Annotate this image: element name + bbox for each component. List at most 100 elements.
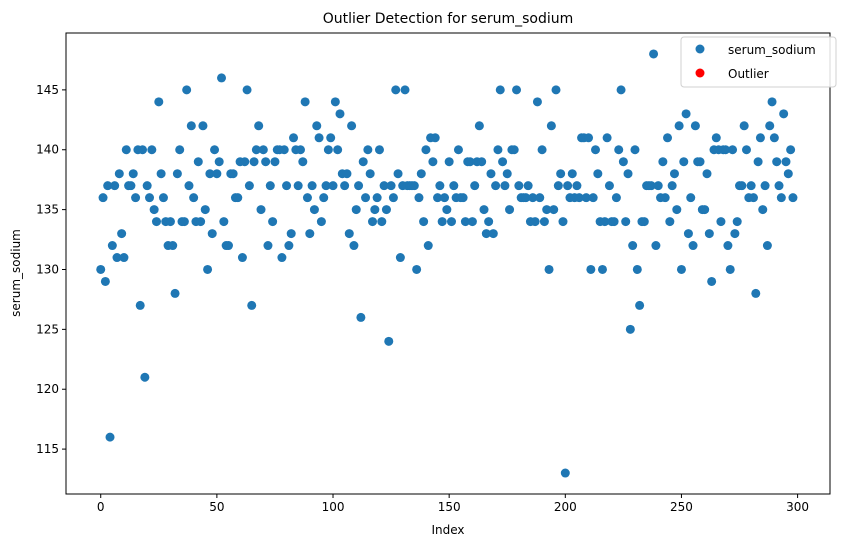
data-point-serum-sodium	[591, 145, 601, 155]
data-point-serum-sodium	[244, 181, 254, 191]
data-point-serum-sodium	[649, 49, 659, 59]
data-point-serum-sodium	[184, 181, 194, 191]
data-point-serum-sodium	[446, 217, 456, 227]
data-point-serum-sodium	[442, 205, 452, 215]
y-tick-label: 135	[36, 203, 59, 217]
data-point-serum-sodium	[200, 205, 210, 215]
data-point-serum-sodium	[604, 181, 614, 191]
data-point-serum-sodium	[314, 133, 324, 143]
data-point-serum-sodium	[254, 121, 264, 131]
x-tick-label: 200	[554, 500, 577, 514]
data-point-serum-sodium	[312, 121, 322, 131]
data-point-serum-sodium	[623, 169, 633, 179]
data-point-serum-sodium	[223, 241, 233, 251]
data-point-serum-sodium	[361, 193, 371, 203]
data-point-serum-sodium	[563, 181, 573, 191]
data-point-serum-sodium	[247, 300, 257, 310]
data-point-serum-sodium	[695, 157, 705, 167]
data-point-serum-sodium	[779, 109, 789, 119]
data-point-serum-sodium	[379, 181, 389, 191]
data-point-serum-sodium	[707, 276, 717, 286]
data-point-serum-sodium	[614, 145, 624, 155]
data-point-serum-sodium	[179, 217, 189, 227]
data-point-serum-sodium	[107, 241, 117, 251]
data-point-serum-sodium	[349, 241, 359, 251]
data-point-serum-sodium	[186, 121, 196, 131]
data-point-serum-sodium	[683, 229, 693, 239]
data-point-serum-sodium	[219, 217, 229, 227]
x-tick-label: 250	[670, 500, 693, 514]
data-point-serum-sodium	[728, 145, 738, 155]
data-point-serum-sodium	[621, 217, 631, 227]
data-point-serum-sodium	[509, 145, 519, 155]
data-point-serum-sodium	[651, 241, 661, 251]
data-point-serum-sodium	[663, 133, 673, 143]
data-point-serum-sodium	[667, 181, 677, 191]
data-point-serum-sodium	[409, 181, 419, 191]
data-point-serum-sodium	[295, 145, 305, 155]
data-point-serum-sodium	[119, 253, 129, 263]
data-point-serum-sodium	[635, 300, 645, 310]
data-point-serum-sodium	[788, 193, 798, 203]
data-point-serum-sodium	[105, 432, 115, 442]
data-point-serum-sodium	[330, 97, 340, 107]
data-point-serum-sodium	[347, 121, 357, 131]
data-point-serum-sodium	[126, 181, 136, 191]
data-point-serum-sodium	[500, 181, 510, 191]
data-point-serum-sodium	[256, 205, 266, 215]
data-point-serum-sodium	[282, 181, 292, 191]
data-point-serum-sodium	[767, 97, 777, 107]
data-point-serum-sodium	[265, 181, 275, 191]
data-point-serum-sodium	[384, 336, 394, 346]
data-point-serum-sodium	[386, 181, 396, 191]
y-tick-label: 115	[36, 442, 59, 456]
data-point-serum-sodium	[289, 133, 299, 143]
data-point-serum-sodium	[156, 169, 166, 179]
data-point-serum-sodium	[786, 145, 796, 155]
data-point-serum-sodium	[419, 217, 429, 227]
data-point-serum-sodium	[114, 169, 124, 179]
data-point-serum-sodium	[189, 193, 199, 203]
data-point-serum-sodium	[474, 121, 484, 131]
data-point-serum-sodium	[676, 264, 686, 274]
data-point-serum-sodium	[435, 181, 445, 191]
data-point-serum-sodium	[760, 181, 770, 191]
data-point-serum-sodium	[319, 193, 329, 203]
data-point-serum-sodium	[374, 145, 384, 155]
data-point-serum-sodium	[674, 121, 684, 131]
data-point-serum-sodium	[286, 229, 296, 239]
data-point-serum-sodium	[602, 133, 612, 143]
data-point-serum-sodium	[228, 169, 238, 179]
data-point-serum-sodium	[512, 85, 522, 95]
data-point-serum-sodium	[323, 145, 333, 155]
data-point-serum-sodium	[412, 264, 422, 274]
data-point-serum-sodium	[193, 157, 203, 167]
data-point-serum-sodium	[96, 264, 106, 274]
data-point-serum-sodium	[567, 169, 577, 179]
data-point-serum-sodium	[542, 205, 552, 215]
data-point-serum-sodium	[212, 169, 222, 179]
data-point-serum-sodium	[263, 241, 273, 251]
data-point-serum-sodium	[716, 217, 726, 227]
data-point-serum-sodium	[440, 193, 450, 203]
legend-frame	[680, 36, 837, 88]
data-point-serum-sodium	[528, 193, 538, 203]
data-point-serum-sodium	[572, 181, 582, 191]
data-point-serum-sodium	[168, 241, 178, 251]
data-point-serum-sodium	[430, 133, 440, 143]
data-point-serum-sodium	[351, 205, 361, 215]
data-point-serum-sodium	[486, 169, 496, 179]
x-tick-label: 0	[97, 500, 105, 514]
data-point-serum-sodium	[198, 121, 208, 131]
data-point-serum-sodium	[477, 157, 487, 167]
x-tick-label: 100	[322, 500, 345, 514]
data-point-serum-sodium	[182, 85, 192, 95]
data-point-serum-sodium	[581, 193, 591, 203]
data-point-serum-sodium	[470, 181, 480, 191]
data-point-serum-sodium	[679, 157, 689, 167]
data-point-serum-sodium	[467, 217, 477, 227]
data-point-serum-sodium	[723, 241, 733, 251]
data-point-serum-sodium	[776, 193, 786, 203]
data-point-serum-sodium	[765, 121, 775, 131]
data-point-serum-sodium	[151, 217, 161, 227]
